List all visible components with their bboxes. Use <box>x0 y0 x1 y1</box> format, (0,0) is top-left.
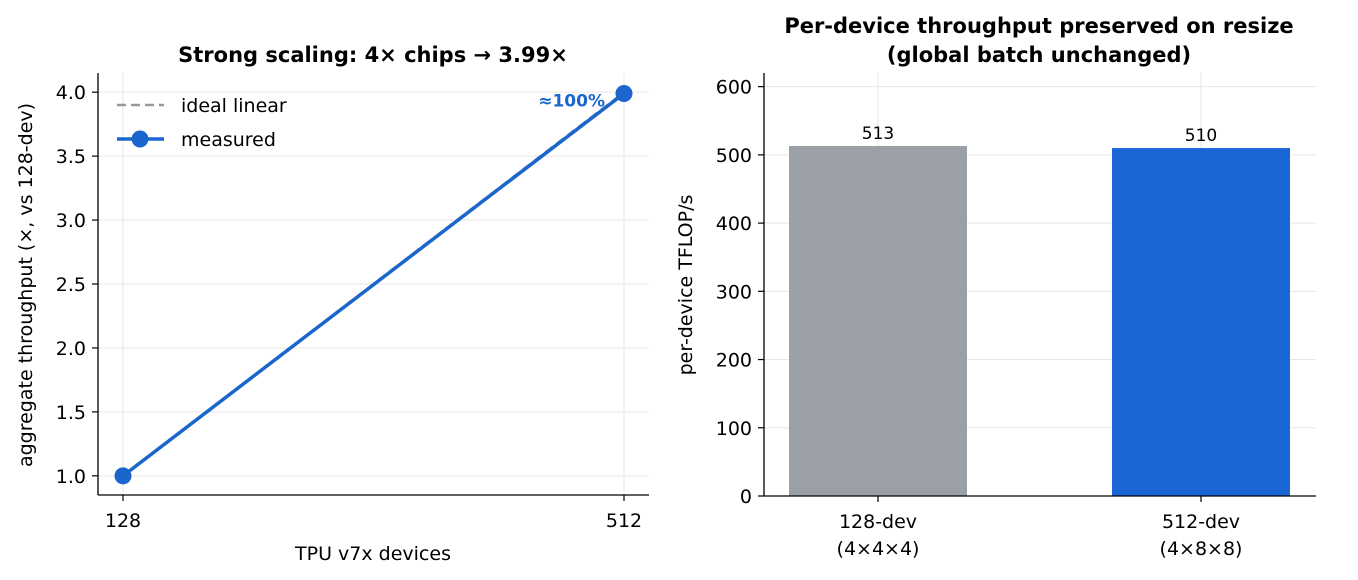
y-tick-label: 0 <box>740 486 752 508</box>
y-tick-label: 400 <box>716 213 752 235</box>
y-tick-label: 3.0 <box>56 210 86 232</box>
y-tick-label: 1.0 <box>56 466 86 488</box>
bar-value-label: 510 <box>1185 126 1217 146</box>
y-tick-label: 1.5 <box>56 402 86 424</box>
y-tick-label: 500 <box>716 145 752 167</box>
bar-value-label: 513 <box>862 124 894 144</box>
y-tick-label: 200 <box>716 350 752 372</box>
line-chart-x-ticks: 128 512 <box>105 495 642 532</box>
measured-series <box>114 84 633 485</box>
x-tick-label: 512 <box>606 510 642 532</box>
x-tick-sublabel: (4×4×4) <box>837 538 920 560</box>
bar-chart: 0 100 200 300 400 500 600 128-dev (4×4×4) 512-de… <box>675 14 1316 560</box>
bar-chart-bars <box>789 146 1290 496</box>
line-chart-y-ticks: 1.0 1.5 2.0 2.5 3.0 3.5 4.0 <box>56 82 98 488</box>
legend-measured-label: measured <box>181 129 276 151</box>
x-tick-label: 128 <box>105 510 141 532</box>
bar-chart-axes <box>763 73 1316 497</box>
measured-point <box>615 84 633 102</box>
bar <box>1112 148 1290 496</box>
y-tick-label: 2.0 <box>56 338 86 360</box>
x-tick-label: 128-dev <box>839 511 917 533</box>
line-chart-grid <box>98 73 649 495</box>
bar-chart-y-label: per-device TFLOP/s <box>675 195 697 376</box>
measured-line <box>121 92 626 478</box>
bar-chart-data-labels: 513 510 <box>862 124 1217 146</box>
bar <box>789 146 967 496</box>
legend-ideal-label: ideal linear <box>181 95 287 117</box>
efficiency-annotation: ≈100% <box>538 91 605 111</box>
y-tick-label: 300 <box>716 281 752 303</box>
x-tick-label: 512-dev <box>1162 511 1240 533</box>
bar-chart-y-ticks: 0 100 200 300 400 500 600 <box>716 77 764 508</box>
y-tick-label: 2.5 <box>56 274 86 296</box>
line-chart-title: Strong scaling: 4× chips → 3.99× <box>178 43 568 67</box>
bar-chart-x-ticks: 128-dev (4×4×4) 512-dev (4×8×8) <box>837 496 1243 560</box>
bar-chart-title: Per-device throughput preserved on resiz… <box>784 14 1293 38</box>
line-chart-x-label: TPU v7x devices <box>294 543 451 565</box>
measured-point <box>114 467 132 485</box>
line-chart-y-label: aggregate throughput (×, vs 128-dev) <box>15 103 37 467</box>
legend-measured-marker <box>131 130 149 148</box>
x-tick-sublabel: (4×8×8) <box>1160 538 1243 560</box>
line-chart-legend: ideal linear measured <box>117 95 287 151</box>
line-chart: 1.0 1.5 2.0 2.5 3.0 3.5 4.0 128 512 ≈100% Stron… <box>15 43 649 565</box>
y-tick-label: 3.5 <box>56 146 86 168</box>
y-tick-label: 4.0 <box>56 82 86 104</box>
bar-chart-subtitle: (global batch unchanged) <box>887 43 1191 67</box>
y-tick-label: 100 <box>716 418 752 440</box>
y-tick-label: 600 <box>716 77 752 99</box>
